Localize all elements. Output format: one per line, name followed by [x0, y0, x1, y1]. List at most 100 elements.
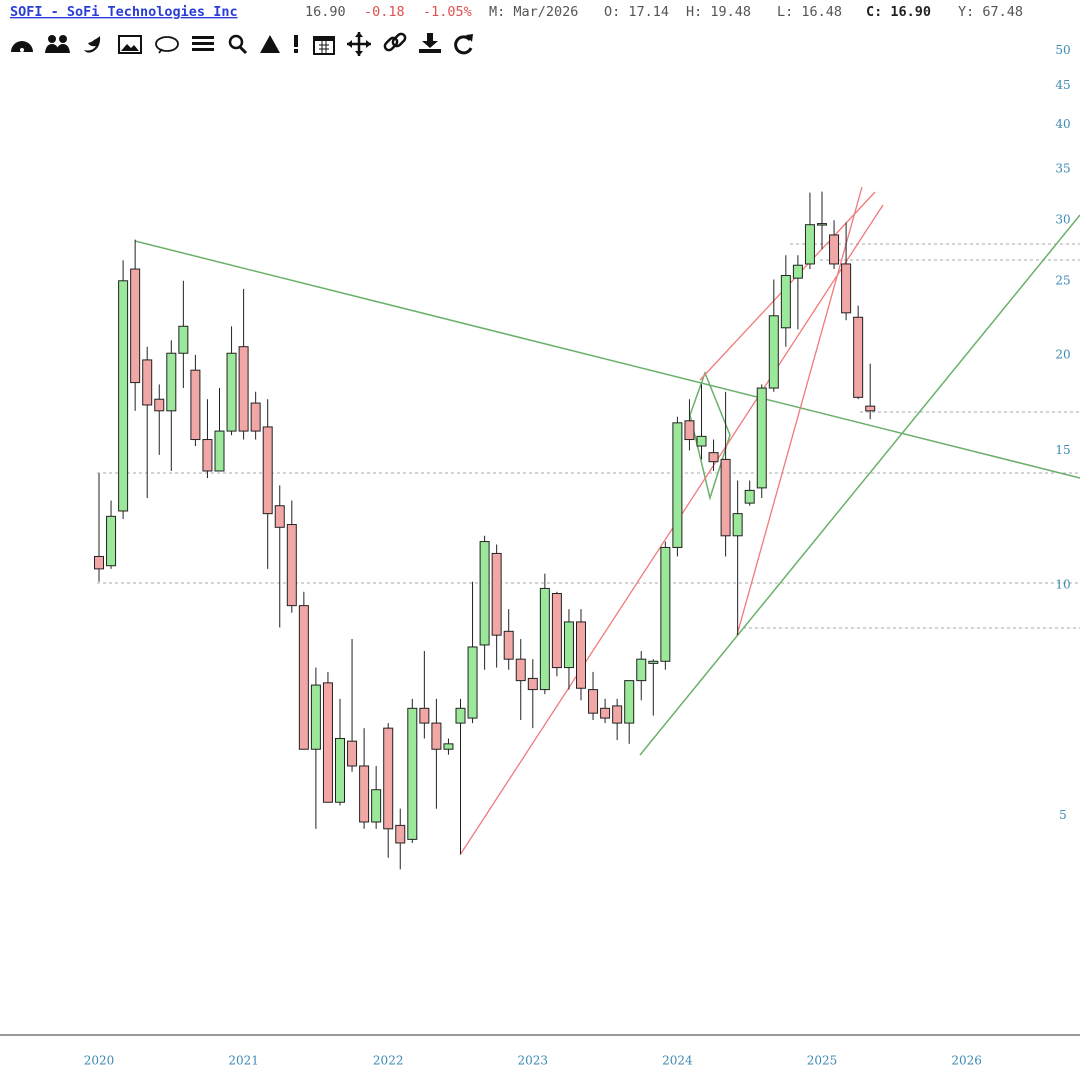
- x-tick-label: 2023: [518, 1054, 549, 1068]
- diamond-drawing: [689, 370, 731, 501]
- candle-body: [106, 515, 117, 567]
- candle-body: [383, 727, 394, 830]
- candle-body: [660, 546, 671, 662]
- candle-body: [335, 738, 345, 803]
- candle-body: [431, 722, 442, 750]
- candle-body: [684, 420, 695, 441]
- candle-body: [600, 707, 611, 719]
- candle-body: [178, 325, 189, 354]
- candle-body: [829, 234, 840, 265]
- candle-body: [853, 316, 864, 398]
- candle-body: [359, 765, 370, 823]
- candle-body: [563, 621, 574, 669]
- candle-body: [455, 707, 466, 724]
- triangle-icon[interactable]: [260, 35, 280, 53]
- period: M: Mar/2026: [489, 4, 578, 20]
- last-price: 16.90: [305, 4, 346, 20]
- trend-line: [736, 186, 863, 636]
- y-tick-label: 25: [1055, 273, 1070, 287]
- y-tick-label: 5: [1059, 808, 1067, 822]
- symbol-link[interactable]: SOFI - SoFi Technologies Inc: [10, 4, 238, 20]
- candle-body: [250, 402, 261, 432]
- candle-body: [202, 439, 213, 472]
- candle-body: [817, 223, 827, 226]
- candle-body: [142, 359, 153, 406]
- twitter-icon[interactable]: [84, 36, 101, 53]
- candle-body: [527, 677, 538, 691]
- candle-body: [696, 435, 707, 447]
- download-icon[interactable]: [419, 33, 441, 53]
- candle-body: [274, 505, 285, 528]
- candle-body: [214, 430, 225, 472]
- candle-body: [371, 789, 382, 823]
- link-icon[interactable]: [383, 32, 407, 52]
- search-icon[interactable]: [228, 34, 248, 55]
- candle-body: [238, 346, 249, 432]
- x-tick-label: 2020: [84, 1054, 115, 1068]
- trend-line: [459, 204, 884, 856]
- candle-body: [551, 592, 562, 669]
- candle-body: [624, 680, 635, 724]
- candle-body: [503, 630, 514, 660]
- candle-body: [443, 743, 454, 750]
- candle-body: [298, 605, 309, 750]
- drawings: [97, 186, 1080, 856]
- candle-body: [588, 689, 599, 714]
- y-tick-label: 30: [1055, 213, 1070, 227]
- y-tick-label: 40: [1055, 117, 1070, 131]
- candle-body: [648, 660, 659, 664]
- x-tick-label: 2021: [228, 1054, 259, 1068]
- candle-body: [407, 707, 418, 840]
- x-tick-label: 2022: [373, 1054, 404, 1068]
- candle-body: [672, 422, 683, 548]
- move-icon[interactable]: [347, 32, 371, 56]
- calendar-icon[interactable]: [313, 36, 335, 55]
- change: -0.18: [364, 4, 405, 20]
- dashboard-icon[interactable]: [11, 41, 33, 52]
- x-tick-label: 2024: [662, 1054, 693, 1068]
- candle-body: [804, 224, 815, 265]
- candle-body: [491, 552, 502, 636]
- high: H: 19.48: [686, 4, 751, 20]
- extra: Y: 67.48: [958, 4, 1023, 20]
- alert-icon[interactable]: [294, 35, 298, 53]
- candle-body: [708, 452, 719, 463]
- candle-body: [576, 621, 586, 689]
- image-icon[interactable]: [118, 35, 142, 54]
- candle-body: [322, 682, 333, 803]
- candle-body: [310, 684, 321, 750]
- refresh-icon[interactable]: [454, 34, 473, 55]
- trend-line: [639, 214, 1080, 756]
- candle-body: [768, 315, 779, 389]
- y-tick-label: 45: [1055, 78, 1070, 92]
- y-tick-label: 10: [1055, 578, 1070, 592]
- candle-body: [744, 489, 755, 504]
- trend-line: [134, 240, 1080, 479]
- candle-body: [612, 705, 623, 724]
- low: L: 16.48: [777, 4, 842, 20]
- close: C: 16.90: [866, 4, 931, 20]
- candle-body: [419, 707, 430, 724]
- candle-body: [792, 264, 803, 279]
- candle-body: [190, 369, 201, 441]
- candle-body: [636, 658, 647, 682]
- candle-body: [118, 280, 129, 512]
- y-tick-label: 35: [1055, 162, 1070, 176]
- candle-body: [539, 587, 550, 691]
- candle-body: [395, 824, 406, 844]
- candle-body: [166, 352, 177, 412]
- candle-body: [515, 658, 526, 682]
- y-tick-label: 50: [1055, 43, 1070, 57]
- users-icon[interactable]: [45, 35, 70, 53]
- y-tick-label: 20: [1055, 347, 1070, 361]
- candle-body: [479, 541, 490, 646]
- candle-body: [732, 513, 743, 537]
- candle-body: [94, 555, 104, 570]
- candle-body: [756, 387, 767, 489]
- x-tick-label: 2026: [951, 1054, 982, 1068]
- list-icon[interactable]: [192, 36, 214, 51]
- candle-body: [780, 275, 791, 329]
- comment-icon[interactable]: [155, 36, 179, 54]
- candle-body: [841, 263, 852, 314]
